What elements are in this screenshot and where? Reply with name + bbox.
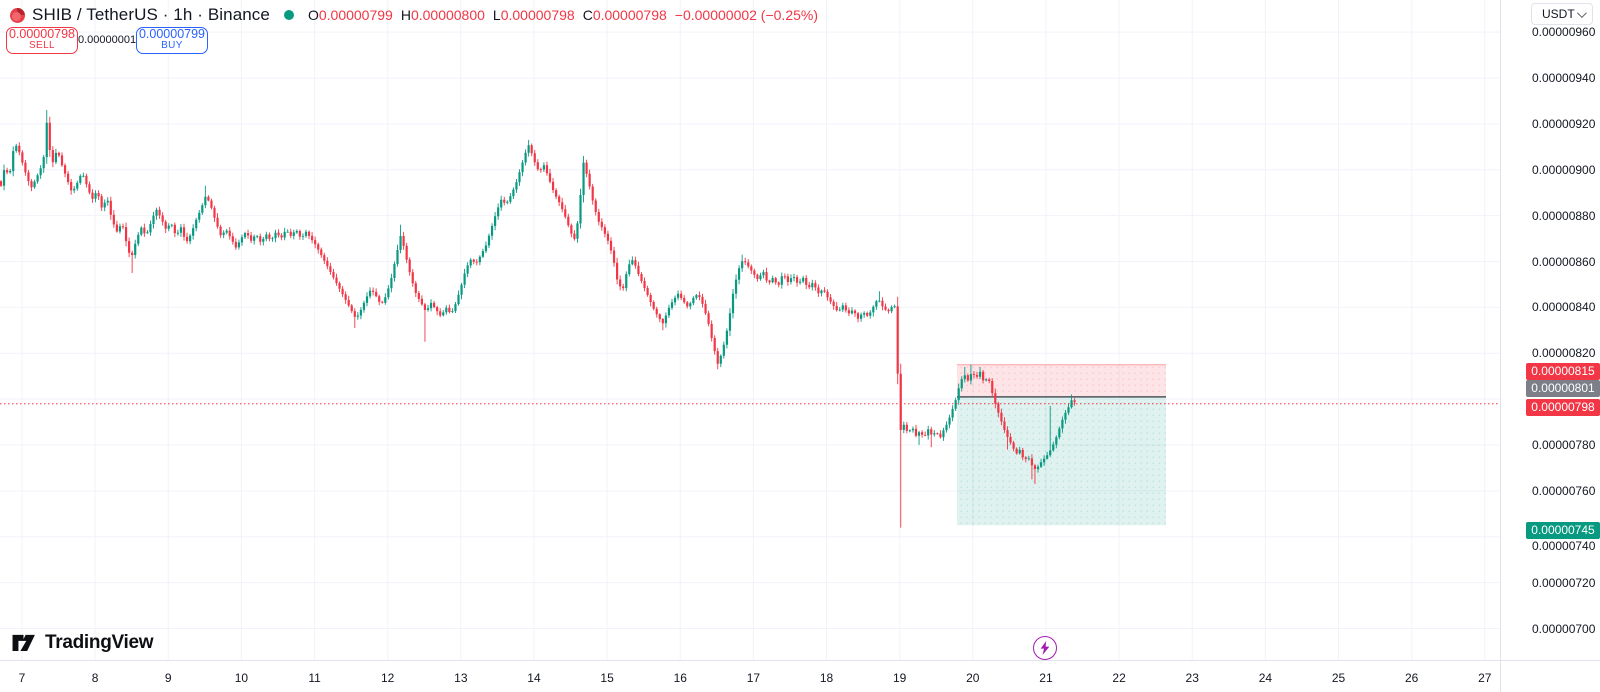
price-axis-label: 0.00000960 <box>1532 25 1596 40</box>
quick-trade-lightning-button[interactable] <box>1033 636 1057 660</box>
chevron-down-icon <box>1576 7 1587 18</box>
tradingview-logo-text: TradingView <box>45 631 154 653</box>
time-axis-label: 17 <box>746 671 761 685</box>
time-axis-label: 24 <box>1258 671 1273 685</box>
price-axis-label: 0.00000940 <box>1532 71 1596 85</box>
price-axis-label: 0.00000840 <box>1532 300 1596 315</box>
open-value: 0.00000799 <box>318 7 393 23</box>
lightning-icon <box>1040 641 1050 655</box>
sell-price: 0.00000798 <box>8 27 76 42</box>
time-axis-label: 10 <box>234 671 249 685</box>
high-label: H <box>400 7 411 23</box>
time-axis-label: 11 <box>308 671 321 685</box>
time-axis[interactable]: 7 8 9 10 11 12 13 14 15 16 17 18 19 20 21 22 23 24 25 26 27 <box>0 660 1600 692</box>
price-axis-label: 0.00000820 <box>1532 346 1596 361</box>
buy-price: 0.00000799 <box>138 27 206 42</box>
position-tool-zones[interactable] <box>957 364 1166 526</box>
buy-label: BUY <box>161 40 183 52</box>
chart-gridlines <box>0 0 1500 660</box>
price-axis-label: 0.00000760 <box>1532 483 1596 498</box>
time-axis-label: 21 <box>1039 671 1053 685</box>
time-axis-label: 9 <box>164 671 172 685</box>
time-axis-label: 8 <box>91 671 99 685</box>
close-value: 0.00000798 <box>592 7 667 23</box>
price-axis-label: 0.00000920 <box>1532 116 1596 131</box>
time-axis-label: 13 <box>454 671 468 685</box>
price-axis-label: 0.00000740 <box>1532 538 1596 553</box>
time-axis-label: 22 <box>1112 671 1126 685</box>
shib-coin-icon <box>10 7 25 23</box>
price-marker-entry: 0.00000801 <box>1526 379 1600 397</box>
close-label: C <box>582 7 593 23</box>
tradingview-logo-icon <box>12 634 35 651</box>
time-axis-label: 20 <box>966 671 980 685</box>
chart-header: SHIB / TetherUS · 1h · Binance O0.000007… <box>10 4 818 26</box>
price-axis-border <box>1500 0 1501 692</box>
time-axis-label: 25 <box>1331 671 1346 685</box>
ohlc-readout: O0.00000799 H0.00000800 L0.00000798 C0.0… <box>308 7 818 23</box>
high-value: 0.00000800 <box>410 7 485 23</box>
time-axis-label: 16 <box>673 671 687 685</box>
currency-label: USDT <box>1542 7 1575 21</box>
time-axis-label: 7 <box>18 671 26 685</box>
low-label: L <box>492 7 501 23</box>
price-axis-label: 0.00000720 <box>1532 575 1596 590</box>
price-axis-label: 0.00000900 <box>1532 162 1596 177</box>
price-marker-last: 0.00000798 <box>1526 398 1600 416</box>
low-value: 0.00000798 <box>500 7 575 23</box>
price-axis-label: 0.00000700 <box>1532 621 1596 636</box>
price-axis[interactable]: USDT 0.00000960 0.00000940 0.00000920 0.000… <box>1500 0 1600 660</box>
symbol-title[interactable]: SHIB / TetherUS · 1h · Binance <box>32 5 270 24</box>
buy-button[interactable]: 0.00000799 BUY <box>136 26 208 54</box>
sell-button[interactable]: 0.00000798 SELL <box>6 26 78 54</box>
spread-value: 0.00000001 <box>78 34 137 46</box>
sell-label: SELL <box>28 40 56 52</box>
open-label: O <box>307 7 319 23</box>
time-axis-label: 12 <box>381 671 395 685</box>
time-axis-label: 27 <box>1478 671 1492 685</box>
trade-panel: 0.00000798 SELL 0.00000001 0.00000799 BU… <box>6 26 208 54</box>
time-axis-label: 19 <box>892 671 907 685</box>
time-axis-label: 14 <box>527 671 541 685</box>
currency-selector[interactable]: USDT <box>1531 3 1593 25</box>
change-value: −0.00000002 (−0.25%) <box>674 7 819 23</box>
price-axis-label: 0.00000880 <box>1532 208 1596 223</box>
market-status-dot <box>283 10 294 20</box>
price-marker-stop: 0.00000815 <box>1526 362 1600 380</box>
price-axis-label: 0.00000860 <box>1532 254 1596 269</box>
time-axis-label: 18 <box>819 671 834 685</box>
price-axis-label: 0.00000780 <box>1532 438 1596 452</box>
price-marker-target: 0.00000745 <box>1526 522 1600 540</box>
time-axis-label: 23 <box>1185 671 1199 685</box>
time-axis-label: 15 <box>600 671 614 685</box>
time-axis-label: 26 <box>1404 671 1419 685</box>
candles <box>0 110 1076 528</box>
tradingview-logo[interactable]: TradingView <box>10 629 154 656</box>
